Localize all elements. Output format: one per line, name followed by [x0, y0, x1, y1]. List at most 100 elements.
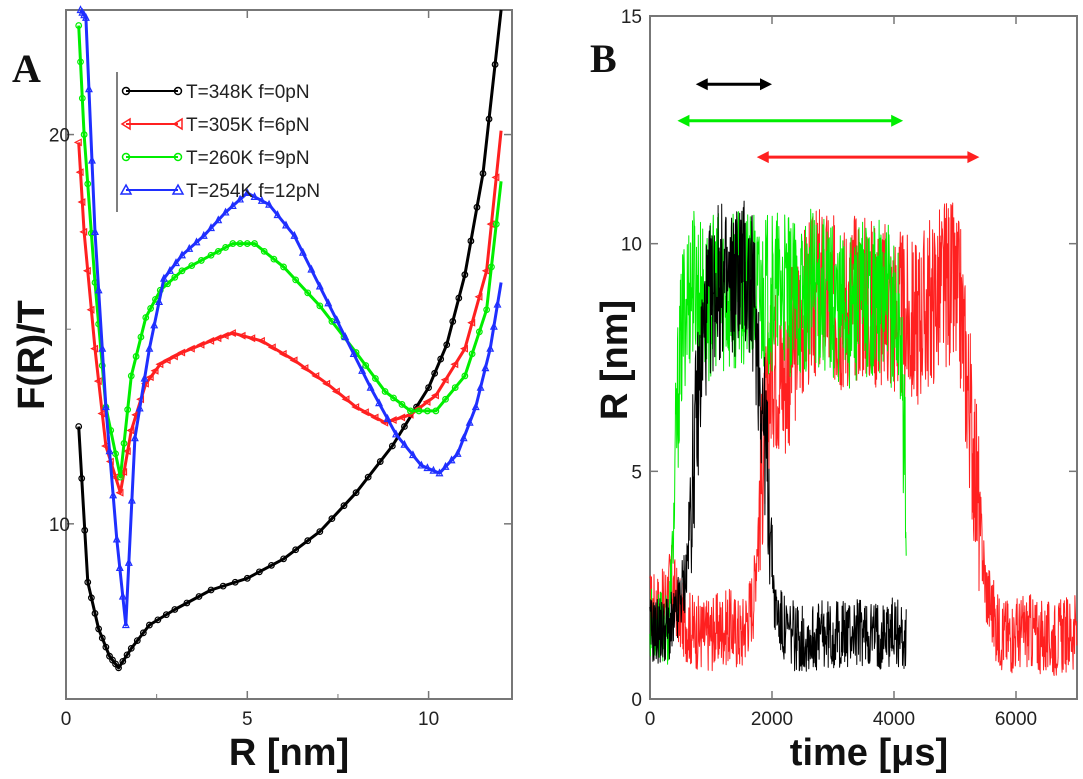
- data-marker: [435, 468, 444, 477]
- data-marker: [162, 611, 170, 619]
- data-marker: [432, 407, 440, 415]
- series-group-b: [649, 200, 1078, 676]
- data-marker: [485, 115, 493, 123]
- data-marker: [492, 220, 500, 228]
- data-marker: [278, 349, 287, 358]
- legend-marker-4: [119, 183, 185, 195]
- data-marker: [417, 460, 426, 469]
- trajectory-red: [649, 202, 1078, 676]
- data-marker: [197, 257, 205, 264]
- legend-entry-2: T=305K f=6pN: [120, 115, 310, 136]
- data-marker: [220, 331, 229, 340]
- data-marker: [475, 328, 483, 336]
- legend-marker-3b: [173, 152, 183, 162]
- data-marker: [491, 61, 499, 68]
- data-marker: [267, 343, 276, 352]
- data-marker: [115, 664, 122, 672]
- data-marker: [120, 439, 128, 447]
- y-axis-label-b: R [nm]: [594, 300, 636, 420]
- data-marker: [127, 495, 136, 504]
- data-marker: [366, 382, 375, 391]
- data-marker: [422, 397, 431, 406]
- data-marker: [270, 255, 278, 263]
- trajectory-green: [649, 208, 907, 665]
- span-arrow-red: [756, 151, 980, 164]
- axis-ticks-b: 0 2000 4000 6000 0 5 10 15: [621, 7, 1077, 730]
- data-marker: [243, 240, 251, 247]
- data-marker: [229, 240, 237, 247]
- data-marker: [155, 297, 164, 306]
- data-marker: [360, 408, 369, 417]
- data-marker: [101, 402, 110, 411]
- legend-marker-3: [121, 152, 131, 162]
- y-tick-label-b: 15: [621, 7, 642, 28]
- data-marker: [440, 375, 449, 384]
- panel-letter-a: A: [12, 46, 41, 91]
- legend-entry-3: T=260K f=9pN: [121, 148, 310, 169]
- data-marker: [489, 321, 498, 330]
- data-marker: [341, 332, 350, 341]
- data-marker: [324, 298, 333, 307]
- legend-marker-2: [120, 117, 183, 131]
- data-marker: [87, 594, 95, 602]
- data-marker: [155, 360, 164, 369]
- x-tick-label-b: 0: [645, 709, 656, 730]
- data-marker: [177, 348, 186, 357]
- data-marker: [75, 168, 84, 177]
- x-axis-label-b: time [μs]: [790, 732, 948, 774]
- data-marker: [121, 620, 130, 629]
- data-marker: [467, 237, 475, 245]
- data-marker: [185, 243, 194, 252]
- data-marker: [383, 413, 392, 422]
- data-marker: [251, 240, 258, 247]
- data-marker: [471, 402, 480, 411]
- plot-frame-b: [649, 15, 1078, 700]
- data-marker: [307, 264, 316, 273]
- data-marker: [81, 526, 89, 534]
- data-marker: [84, 180, 92, 188]
- data-marker: [188, 262, 196, 270]
- plot-frame-a: [65, 9, 513, 700]
- data-marker: [127, 644, 135, 652]
- data-marker: [370, 413, 379, 422]
- data-marker: [304, 537, 312, 545]
- data-marker: [381, 388, 389, 395]
- data-marker: [304, 289, 312, 297]
- data-marker: [73, 138, 82, 147]
- data-marker: [260, 247, 268, 255]
- data-marker: [468, 350, 476, 358]
- data-marker: [298, 247, 307, 256]
- data-marker: [268, 561, 275, 569]
- data-marker: [328, 515, 336, 523]
- data-marker: [94, 285, 103, 294]
- data-marker: [75, 423, 83, 430]
- data-marker: [243, 574, 251, 582]
- data-marker: [183, 599, 191, 607]
- span-arrow-black: [695, 78, 772, 91]
- axis-ticks-a: 0 5 10 10 20: [49, 10, 512, 730]
- data-marker: [481, 363, 490, 372]
- data-marker: [119, 657, 127, 665]
- legend-marker-1: [121, 86, 131, 96]
- data-marker: [423, 463, 432, 472]
- data-marker: [213, 334, 222, 343]
- data-marker: [97, 409, 106, 418]
- data-marker: [214, 215, 223, 224]
- data-marker: [150, 320, 159, 329]
- legend-a: T=348K f=0pN T=305K f=6pN T=260K f=9pN T…: [116, 72, 320, 212]
- data-marker: [172, 258, 180, 267]
- data-marker: [207, 223, 216, 232]
- data-marker: [461, 372, 469, 380]
- data-marker: [250, 192, 259, 200]
- data-marker: [316, 528, 324, 536]
- legend-label-4: T=254K f=12pN: [186, 181, 320, 202]
- data-marker: [247, 334, 256, 343]
- data-marker: [459, 433, 468, 442]
- data-marker: [91, 227, 99, 235]
- data-marker: [425, 384, 433, 391]
- y-tick-label-b: 0: [631, 690, 642, 711]
- data-marker: [265, 199, 274, 208]
- data-marker: [214, 247, 222, 255]
- data-marker: [178, 250, 187, 259]
